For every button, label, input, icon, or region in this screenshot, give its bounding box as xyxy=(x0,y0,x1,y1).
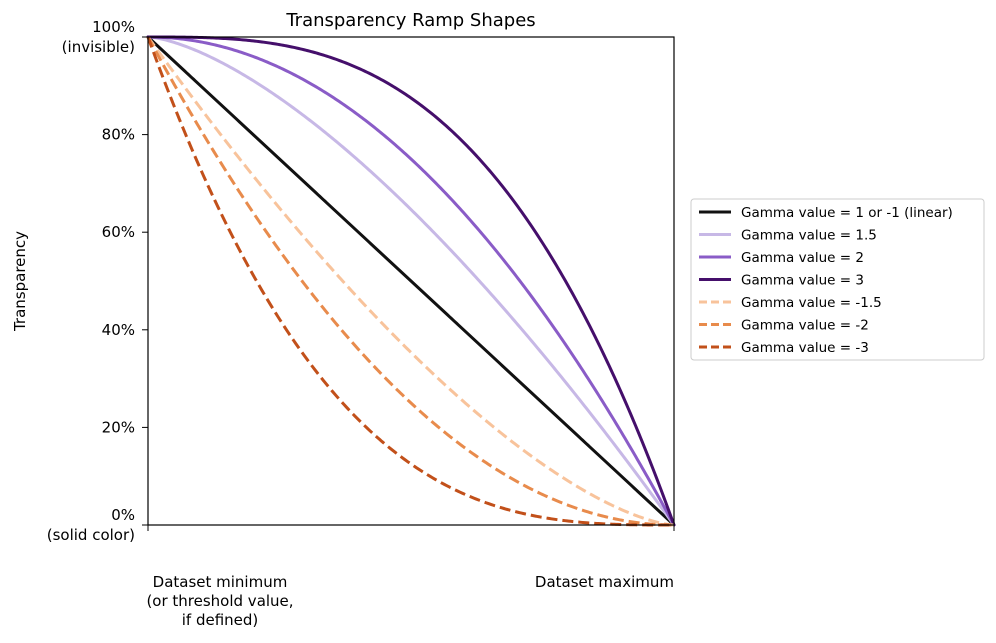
series-line-3 xyxy=(146,35,676,527)
series-line-4 xyxy=(146,35,676,527)
legend-label: Gamma value = 2 xyxy=(741,250,864,266)
legend: Gamma value = 1 or -1 (linear) Gamma valu… xyxy=(690,198,985,361)
series-line-6 xyxy=(146,36,675,527)
y-tick-label: 0% (solid color) xyxy=(47,506,135,544)
legend-frame xyxy=(690,198,985,361)
series-line-5 xyxy=(146,36,675,527)
series-line-1 xyxy=(146,35,676,527)
y-tick-label: 60% xyxy=(102,223,135,241)
x-tick-label: Dataset minimum (or threshold value, if de… xyxy=(146,573,293,629)
legend-label: Gamma value = -2 xyxy=(741,318,869,334)
y-tick-label: 20% xyxy=(102,418,135,436)
y-tick-label: 100% (invisible) xyxy=(62,18,135,56)
x-tick-label: Dataset maximum xyxy=(535,573,674,591)
y-tick-label: 40% xyxy=(102,321,135,339)
legend-label: Gamma value = -3 xyxy=(741,340,869,356)
plot-frame xyxy=(147,36,675,526)
chart-title: Transparency Ramp Shapes xyxy=(285,10,535,31)
series-line-2 xyxy=(146,35,676,527)
legend-label: Gamma value = 3 xyxy=(741,273,864,289)
y-axis-label: Transparency xyxy=(11,231,29,332)
legend-label: Gamma value = -1.5 xyxy=(741,295,882,311)
legend-label: Gamma value = 1.5 xyxy=(741,228,877,244)
series-line-7 xyxy=(146,36,674,527)
y-tick-label: 80% xyxy=(102,126,135,144)
legend-label: Gamma value = 1 or -1 (linear) xyxy=(741,205,953,221)
